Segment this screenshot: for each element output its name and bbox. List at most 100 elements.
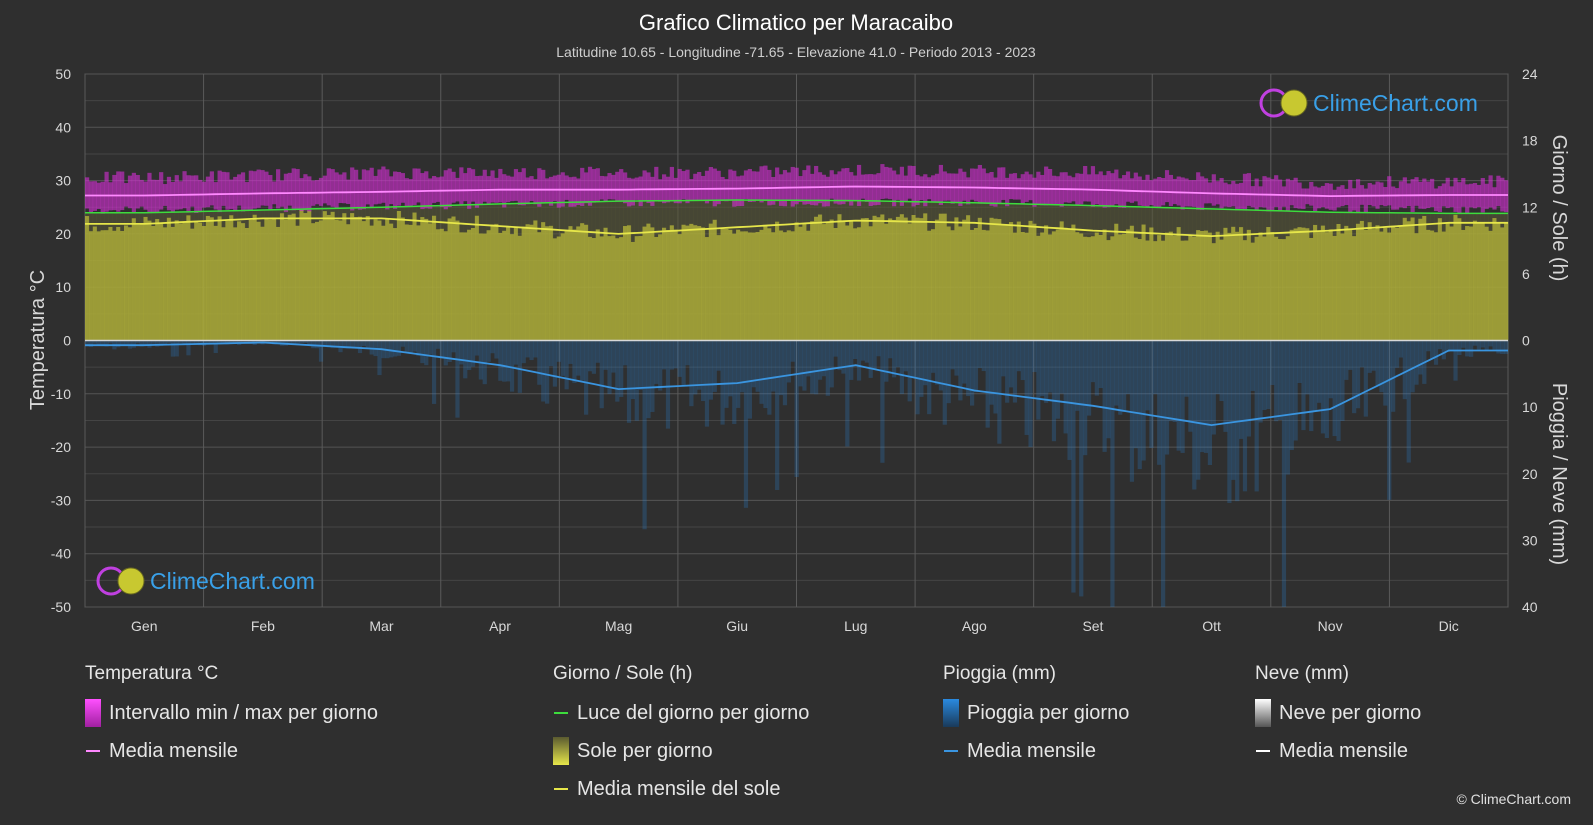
rain-day-bar xyxy=(1297,340,1302,384)
sun-day-bar xyxy=(151,226,156,341)
rain-bars xyxy=(85,340,1509,607)
temp-day-range xyxy=(342,172,347,204)
temp-day-range xyxy=(1153,178,1158,207)
rain-day-bar xyxy=(350,340,355,347)
rain-day-bar xyxy=(564,340,569,390)
temp-day-range xyxy=(217,170,222,213)
sun-day-bar xyxy=(915,217,920,341)
rain-day-bar xyxy=(1063,340,1068,434)
temp-day-range xyxy=(630,178,636,206)
rain-day-bar xyxy=(205,340,211,344)
rain-day-bar xyxy=(194,340,199,345)
temp-day-range xyxy=(1118,178,1123,208)
temp-day-range xyxy=(973,168,979,202)
rain-day-bar xyxy=(92,340,97,344)
temp-day-range xyxy=(350,167,355,211)
rain-day-bar xyxy=(1492,340,1497,350)
rain-day-bar xyxy=(638,340,643,390)
sun-day-bar xyxy=(85,216,90,341)
sun-day-bar xyxy=(506,227,511,341)
rain-day-bar xyxy=(895,340,901,368)
rain-day-bar xyxy=(478,340,483,380)
sun-day-bar xyxy=(1231,226,1236,341)
sun-day-bar xyxy=(868,226,873,341)
sun-day-bar xyxy=(166,217,172,341)
temp-day-range xyxy=(591,169,597,203)
y-right-top-tick: 0 xyxy=(1522,333,1530,349)
temp-day-range xyxy=(568,177,573,207)
sun-day-bar xyxy=(856,227,862,341)
legend-label: Media mensile xyxy=(1279,740,1408,762)
y-left-tick: -10 xyxy=(51,386,71,402)
sun-day-bar xyxy=(946,226,951,341)
temp-day-range xyxy=(1090,166,1096,207)
y-right-top-tick: 18 xyxy=(1522,133,1538,149)
temp-day-range xyxy=(338,174,343,203)
rain-day-bar xyxy=(307,340,312,346)
sun-day-bar xyxy=(482,233,487,341)
sun-day-bar xyxy=(205,215,211,341)
rain-day-bar xyxy=(533,340,538,358)
sun-day-bar xyxy=(537,232,542,341)
rain-day-bar xyxy=(720,340,725,425)
sun-day-bar xyxy=(716,235,721,341)
rain-day-bar xyxy=(162,340,168,344)
sun-day-bar xyxy=(572,229,577,341)
rain-day-bar xyxy=(1215,340,1220,395)
rain-day-bar xyxy=(240,340,246,344)
sun-day-bar xyxy=(1020,231,1025,341)
sun-day-bar xyxy=(408,224,413,341)
rain-day-bar xyxy=(704,340,710,427)
sun-day-bar xyxy=(1211,243,1216,341)
rain-day-bar xyxy=(1398,340,1404,358)
sun-day-bar xyxy=(712,219,717,341)
sun-day-bar xyxy=(1500,227,1505,341)
sun-day-bar xyxy=(1359,220,1365,341)
rain-day-bar xyxy=(233,340,238,343)
rain-day-bar xyxy=(459,340,464,365)
temp-day-range xyxy=(357,179,363,210)
rain-day-bar xyxy=(1359,340,1365,368)
sun-day-bar xyxy=(1476,222,1482,341)
temp-day-range xyxy=(1141,179,1146,207)
rain-day-bar xyxy=(1141,340,1146,461)
logo-sun-icon xyxy=(1280,89,1308,117)
rain-day-bar xyxy=(404,340,409,353)
temp-day-range xyxy=(1262,176,1267,208)
sun-day-bar xyxy=(1297,227,1302,341)
temp-day-range xyxy=(198,179,203,213)
sun-day-bar xyxy=(1067,228,1072,341)
temp-day-range xyxy=(264,171,269,206)
rain-day-bar xyxy=(303,340,308,344)
x-tick-label: Giu xyxy=(726,618,748,634)
temp-day-range xyxy=(213,182,218,210)
sun-day-bar xyxy=(1176,227,1181,341)
rain-day-bar xyxy=(221,340,226,344)
sun-day-bar xyxy=(751,232,756,341)
x-tick-label: Mar xyxy=(369,618,393,634)
temp-day-range xyxy=(287,172,292,206)
temp-day-range xyxy=(697,171,702,201)
rain-day-bar xyxy=(392,340,398,357)
temp-day-range xyxy=(525,177,530,205)
temp-day-range xyxy=(447,168,452,208)
rain-day-bar xyxy=(1086,340,1092,416)
temp-day-range xyxy=(533,179,538,205)
sun-day-bar xyxy=(159,223,164,341)
sun-day-bar xyxy=(178,223,183,341)
temp-day-range xyxy=(969,168,975,200)
rain-day-bar xyxy=(506,340,511,382)
temp-day-range xyxy=(490,170,495,203)
rain-day-bar xyxy=(1488,340,1493,347)
rain-day-bar xyxy=(981,340,986,372)
sun-day-bar xyxy=(455,220,460,341)
sun-day-bar xyxy=(1044,225,1049,341)
sun-day-bar xyxy=(1461,229,1466,341)
sun-day-bar xyxy=(829,219,834,341)
sun-day-bar xyxy=(638,235,643,341)
rain-day-bar xyxy=(1340,340,1345,422)
rain-mean-line xyxy=(85,341,1508,427)
rain-day-bar xyxy=(389,340,394,358)
sun-day-bar xyxy=(814,216,819,341)
rain-day-bar xyxy=(435,340,441,349)
